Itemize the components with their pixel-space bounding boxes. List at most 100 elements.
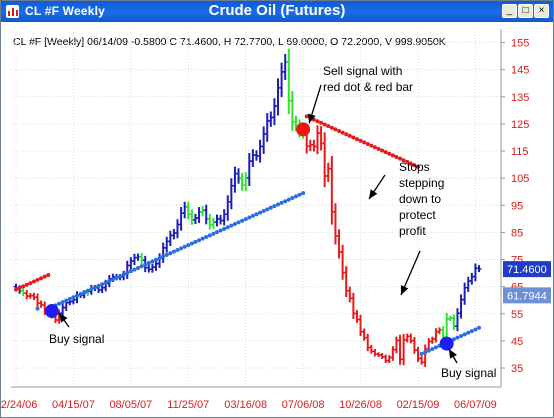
- stop-dot-long: [150, 259, 155, 264]
- stop-dot-long: [75, 293, 80, 298]
- price-bar: [401, 333, 407, 366]
- stop-dot-short: [17, 286, 22, 291]
- price-bar: [383, 354, 389, 364]
- x-tick-label: 02/15/09: [397, 399, 440, 411]
- arrow-head: [369, 189, 378, 199]
- price-bar: [232, 166, 238, 193]
- y-tick-label: 145: [511, 65, 529, 77]
- stop-dot-long: [243, 217, 248, 222]
- stop-dot-long: [222, 226, 227, 231]
- stop-dot-long: [430, 347, 435, 352]
- stop-dot-short: [376, 146, 381, 151]
- price-bar: [393, 336, 399, 354]
- title-bar[interactable]: CL #F Weekly Crude Oil (Futures) _ □ ×: [1, 1, 553, 22]
- stop-dot-short: [28, 281, 33, 286]
- stop-dot-long: [451, 337, 456, 342]
- price-bar: [386, 355, 392, 363]
- price-bar: [408, 333, 414, 344]
- price-label-text: 61.7944: [507, 290, 547, 302]
- price-bar: [167, 230, 173, 247]
- stop-dot-long: [121, 272, 126, 277]
- stop-dot-long: [85, 288, 90, 293]
- x-tick-label: 08/05/07: [109, 399, 152, 411]
- price-bar: [35, 293, 41, 307]
- price-labels: 71.4600 61.7944: [503, 261, 551, 304]
- stop-dot-long: [268, 205, 273, 210]
- stop-dot-short: [322, 122, 327, 127]
- price-bar: [343, 266, 349, 298]
- price-bar: [465, 276, 471, 292]
- x-tick-label: 10/26/08: [339, 399, 382, 411]
- stop-dot-short: [401, 158, 406, 163]
- stop-dot-long: [293, 194, 298, 199]
- stop-dot-long: [459, 334, 464, 339]
- stop-dot-short: [35, 277, 40, 282]
- price-bar: [146, 264, 152, 273]
- stop-dot-long: [71, 295, 76, 300]
- price-bar: [182, 201, 188, 219]
- price-bar: [261, 126, 267, 154]
- stop-dot-long: [423, 350, 428, 355]
- stop-dot-long: [207, 233, 212, 238]
- stop-dot-short: [14, 287, 18, 292]
- maximize-button[interactable]: □: [518, 4, 533, 18]
- price-bar: [469, 272, 475, 285]
- price-bar: [368, 344, 374, 354]
- stop-dot-long: [100, 282, 105, 287]
- price-bar: [325, 162, 331, 182]
- x-tick-label: 03/16/08: [224, 399, 267, 411]
- price-bar: [225, 195, 231, 221]
- price-bar: [422, 344, 428, 367]
- price-bar: [361, 328, 367, 341]
- stop-dot-short: [24, 282, 29, 287]
- stop-dot-short: [362, 140, 367, 145]
- stop-dot-long: [143, 262, 148, 267]
- y-tick-label: 135: [511, 92, 529, 104]
- stop-dot-long: [186, 243, 191, 248]
- stop-dot-short: [383, 150, 388, 155]
- price-bar: [200, 205, 206, 217]
- stop-dot-short: [408, 161, 413, 166]
- stop-dot-short: [333, 127, 338, 132]
- price-bar: [246, 153, 252, 186]
- price-bar: [379, 353, 385, 359]
- stop-dot-long: [103, 280, 108, 285]
- price-bar: [243, 172, 249, 192]
- y-tick-label: 45: [511, 336, 523, 348]
- price-bar: [128, 257, 134, 270]
- y-tick-label: 35: [511, 363, 523, 375]
- minimize-button[interactable]: _: [502, 4, 517, 18]
- stop-dot-long: [469, 329, 474, 334]
- price-bar: [196, 207, 202, 224]
- stop-dot-short: [326, 124, 331, 129]
- annotation-line: stepping: [399, 176, 444, 190]
- price-bar: [329, 155, 335, 225]
- stop-dot-long: [197, 238, 202, 243]
- stop-dot-long: [164, 252, 169, 257]
- stop-dot-long: [247, 215, 252, 220]
- stop-dot-long: [89, 287, 94, 292]
- price-bar: [358, 314, 364, 337]
- grid-lines: [11, 29, 501, 387]
- stop-dot-long: [473, 327, 478, 332]
- arrow-head: [59, 313, 68, 323]
- price-bar: [264, 113, 270, 142]
- x-tick-label: 07/06/08: [282, 399, 325, 411]
- annotation-line: red dot & red bar: [323, 80, 413, 94]
- price-bar: [340, 244, 346, 280]
- annotation-line: profit: [399, 224, 426, 238]
- chart-area: CL #F [Weekly] 06/14/09 -0.5800 C 71.460…: [1, 23, 553, 417]
- x-tick-label: 11/25/07: [167, 399, 209, 411]
- stop-dot-short: [340, 130, 345, 135]
- close-button[interactable]: ×: [534, 4, 549, 18]
- price-bar: [131, 253, 137, 265]
- price-bar: [38, 300, 44, 308]
- stop-dot-short: [398, 156, 403, 161]
- stop-dot-long: [218, 228, 223, 233]
- stop-dot-long: [462, 332, 467, 337]
- stop-dot-long: [229, 223, 234, 228]
- x-tick-label: 04/15/07: [52, 399, 95, 411]
- price-bar: [332, 203, 338, 245]
- price-bar: [228, 178, 234, 210]
- stop-dot-short: [347, 133, 352, 138]
